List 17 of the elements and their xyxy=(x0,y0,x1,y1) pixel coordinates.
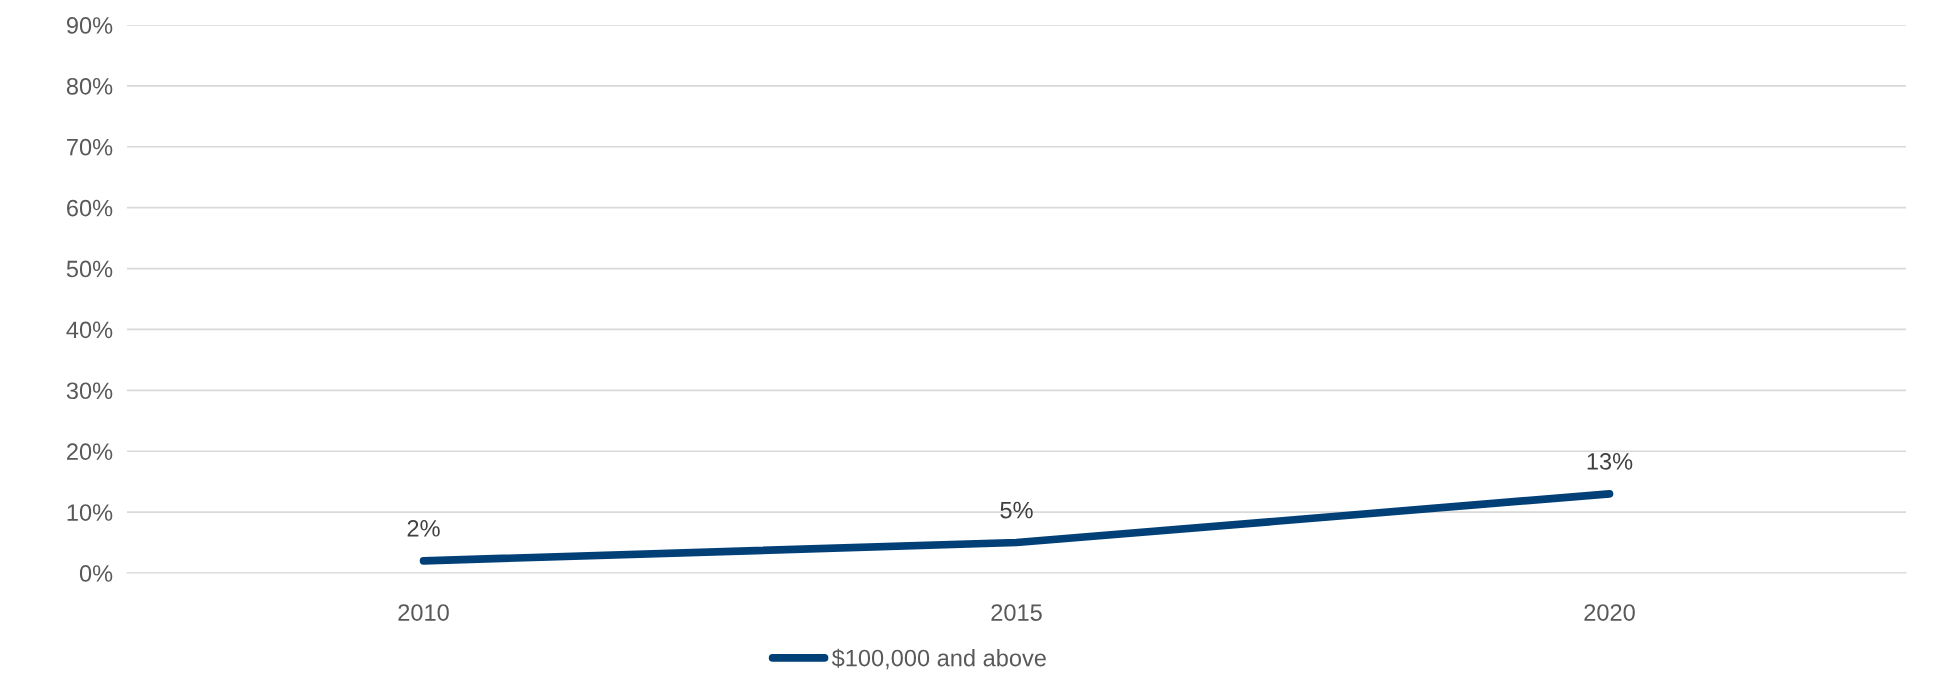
y-tick-label: 50% xyxy=(66,260,113,278)
y-tick-label: 20% xyxy=(67,443,113,461)
y-tick-label: 60% xyxy=(67,199,113,217)
data-label: 13% xyxy=(1587,453,1633,470)
x-tick-label: 2015 xyxy=(991,604,1042,621)
y-tick-label: 10% xyxy=(67,504,113,521)
y-tick-label: 90% xyxy=(66,17,113,34)
data-label: 5% xyxy=(1000,501,1033,519)
y-tick-label: 70% xyxy=(67,138,113,156)
data-label: 2% xyxy=(407,519,440,537)
y-tick-label: 40% xyxy=(66,321,113,339)
legend-label: $100,000 and above xyxy=(831,648,1046,670)
y-tick-label: 0% xyxy=(79,565,113,582)
y-tick-label: 30% xyxy=(66,382,113,400)
x-tick-label: 2010 xyxy=(398,604,449,621)
y-tick-label: 80% xyxy=(66,77,113,95)
x-tick-label: 2020 xyxy=(1584,604,1635,621)
